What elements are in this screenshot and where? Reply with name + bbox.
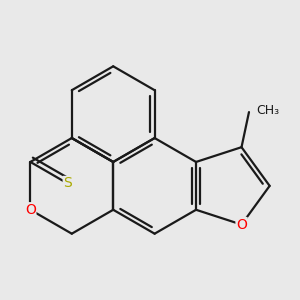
Text: S: S [63,176,72,190]
Text: CH₃: CH₃ [256,104,280,117]
Text: O: O [25,203,36,217]
Text: O: O [236,218,247,232]
